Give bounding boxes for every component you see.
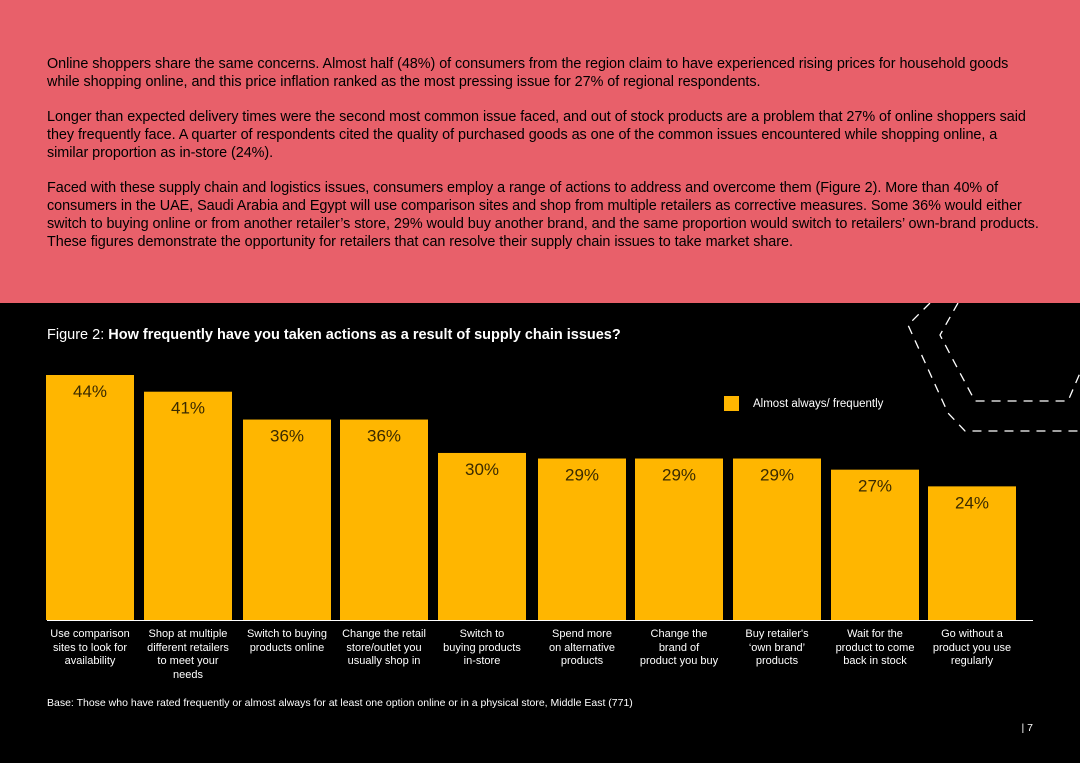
- x-tick-label-line: to meet your: [157, 655, 219, 667]
- x-tick-label-1: Use comparison sites to look for availabil…: [42, 628, 138, 669]
- x-tick-label-line: ‘own brand’: [748, 641, 806, 654]
- x-tick-label-3: Switch to buying products online: [239, 628, 335, 655]
- x-tick-label-4: Change the retail store/outlet you usually…: [336, 628, 432, 669]
- chart-legend: Almost always/ frequently: [724, 396, 883, 411]
- bar-value-label-3: 36%: [270, 427, 304, 446]
- legend-swatch: [724, 396, 739, 411]
- x-tick-label-line: different retailers: [147, 641, 229, 654]
- x-tick-label-line: Change the: [650, 628, 708, 640]
- figure-title: Figure 2: How frequently have you taken …: [47, 327, 621, 343]
- bar-10: [928, 486, 1016, 620]
- intro-paragraph-3: Faced with these supply chain and logist…: [47, 180, 1039, 250]
- intro-paragraph-1: Online shoppers share the same concerns.…: [47, 56, 1009, 90]
- x-tick-label-2: Shop at multiple different retailers to me…: [140, 628, 236, 682]
- page-number: | 7: [1021, 722, 1033, 734]
- x-tick-label-line: product you use: [932, 641, 1012, 654]
- x-tick-label-line: on alternative: [548, 641, 616, 654]
- bar-8: [733, 458, 821, 620]
- x-tick-label-line: Buy retailer's: [745, 628, 809, 640]
- x-tick-label-line: Change the retail: [342, 628, 426, 640]
- bar-3: [243, 419, 331, 620]
- x-tick-label-line: product to come: [835, 641, 915, 654]
- x-axis-labels: Use comparison sites to look for availabil…: [0, 628, 1080, 688]
- bar-value-label-10: 24%: [955, 493, 989, 512]
- x-tick-label-line: products: [755, 655, 799, 667]
- bar-value-label-6: 29%: [565, 466, 599, 485]
- bar-value-label-7: 29%: [662, 466, 696, 485]
- x-tick-label-line: usually shop in: [347, 655, 421, 667]
- bar-9: [831, 469, 919, 620]
- x-tick-label-line: back in stock: [843, 655, 907, 667]
- bar-value-label-4: 36%: [367, 427, 401, 446]
- x-tick-label-line: Switch to buying: [246, 628, 328, 640]
- x-tick-label-line: buying products: [443, 641, 521, 654]
- x-tick-label-line: Wait for the: [847, 628, 903, 640]
- bar-value-label-2: 41%: [171, 399, 205, 418]
- intro-paragraph-2: Longer than expected delivery times were…: [47, 109, 1026, 161]
- x-tick-label-8: Buy retailer's ‘own brand’ products: [729, 628, 825, 669]
- x-tick-label-line: availability: [64, 655, 116, 667]
- x-tick-label-line: sites to look for: [53, 641, 127, 654]
- bar-value-label-1: 44%: [73, 382, 107, 401]
- x-tick-label-10: Go without a product you use regularly: [924, 628, 1020, 669]
- x-tick-label-5: Switch to buying products in-store: [434, 628, 530, 669]
- legend-label: Almost always/ frequently: [753, 397, 884, 410]
- x-tick-label-line: regularly: [950, 655, 994, 667]
- x-tick-label-line: Spend more: [552, 628, 612, 640]
- x-tick-label-line: Use comparison: [50, 628, 130, 640]
- bar-value-label-8: 29%: [760, 466, 794, 485]
- x-tick-label-line: product you buy: [639, 655, 719, 667]
- x-tick-label-line: Switch to: [459, 628, 505, 640]
- x-tick-label-line: Shop at multiple: [148, 628, 228, 640]
- x-tick-label-7: Change the brand of product you buy: [631, 628, 727, 669]
- bar-6: [538, 458, 626, 620]
- bar-value-label-9: 27%: [858, 477, 892, 496]
- x-tick-label-9: Wait for the product to come back in stock: [827, 628, 923, 669]
- x-tick-label-line: in-store: [463, 655, 501, 667]
- bar-chart: 44% 41% 36% 36% 30% 29% 29% 29% 27% 24%: [46, 375, 1033, 621]
- bar-2: [144, 391, 232, 620]
- bar-1: [46, 375, 134, 620]
- intro-panel: Online shoppers share the same concerns.…: [0, 0, 1080, 303]
- bar-5: [438, 452, 526, 620]
- x-tick-label-line: store/outlet you: [346, 641, 422, 654]
- base-note: Base: Those who have rated frequently or…: [47, 697, 633, 709]
- bar-7: [635, 458, 723, 620]
- x-tick-label-6: Spend more on alternative products: [534, 628, 630, 669]
- figure-title-text: How frequently have you taken actions as…: [108, 327, 621, 343]
- x-tick-label-line: Go without a: [941, 628, 1003, 640]
- x-tick-label-line: products online: [249, 641, 325, 654]
- bar-value-label-5: 30%: [465, 460, 499, 479]
- x-tick-label-line: brand of: [658, 641, 700, 654]
- bar-4: [340, 419, 428, 620]
- x-tick-label-line: needs: [173, 668, 203, 681]
- x-tick-label-line: products: [560, 655, 604, 667]
- figure-prefix: Figure 2:: [47, 327, 109, 343]
